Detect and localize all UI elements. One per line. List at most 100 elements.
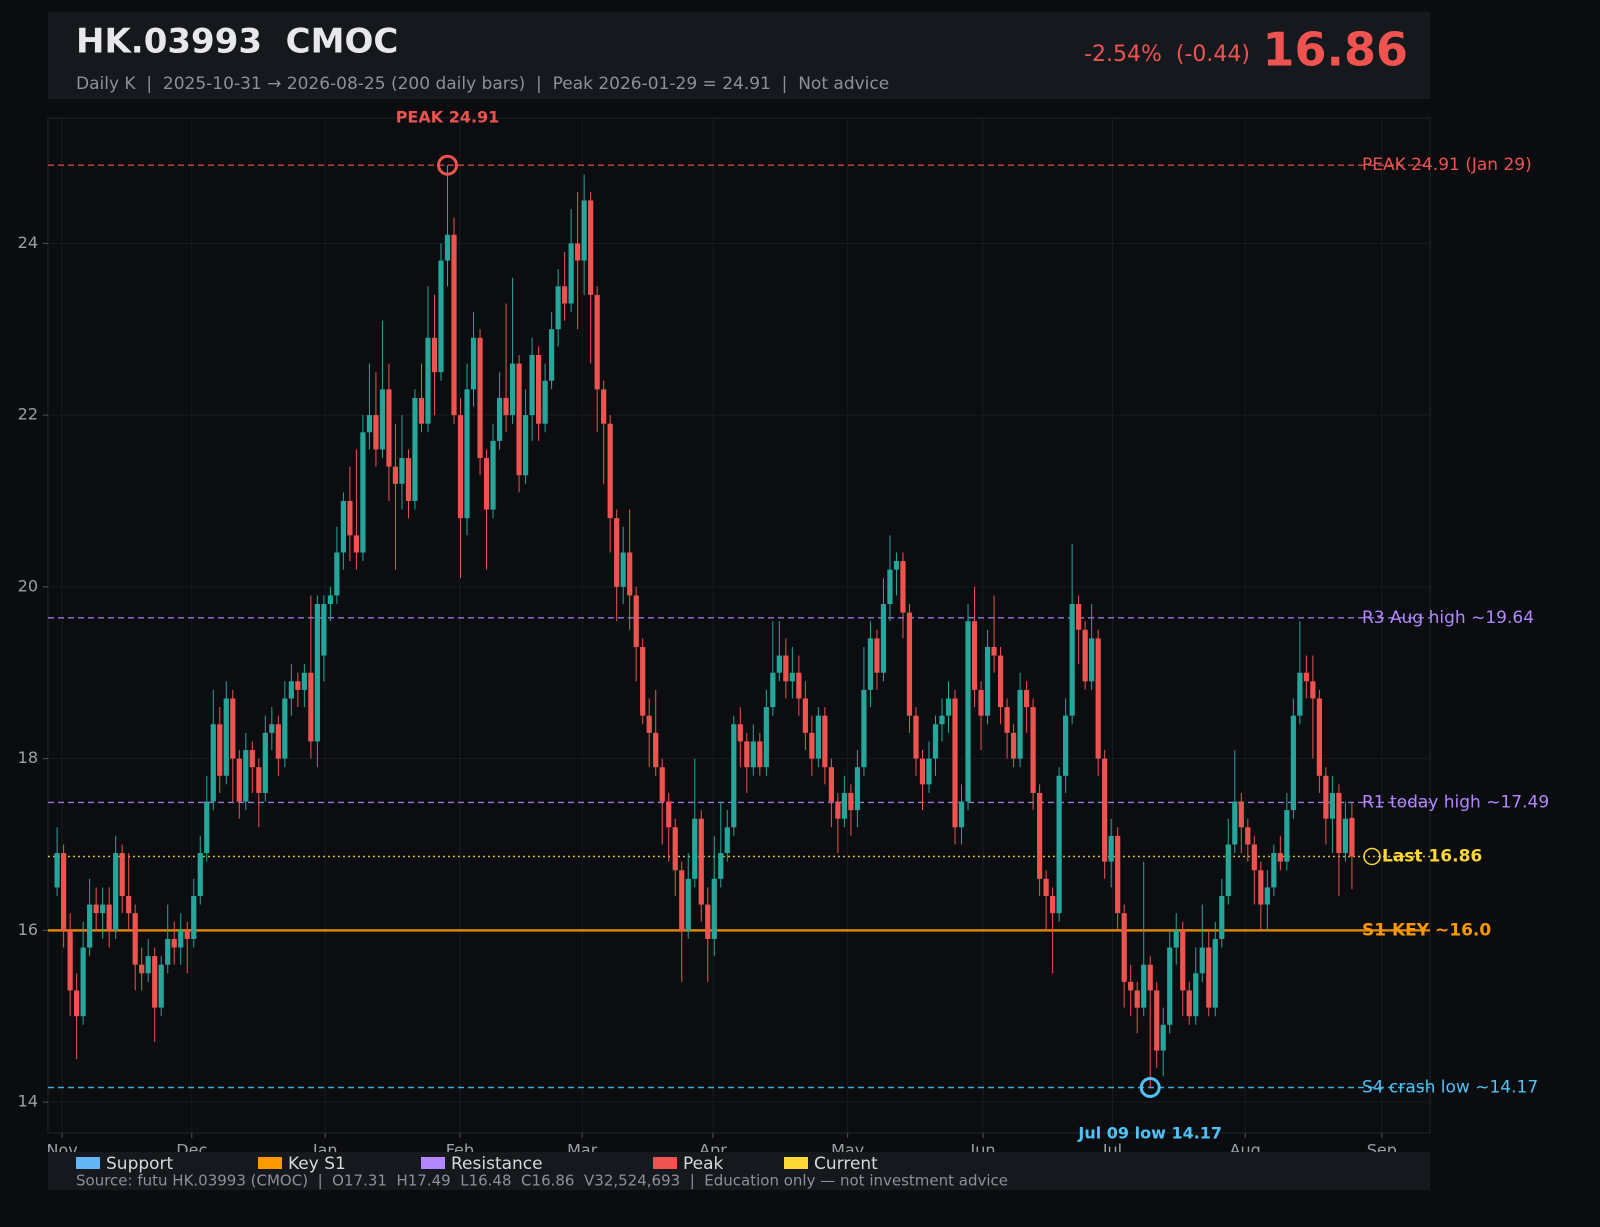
candle-body bbox=[718, 853, 724, 879]
candle-body bbox=[1342, 818, 1349, 854]
candle-body bbox=[366, 415, 373, 433]
candle-body bbox=[522, 415, 529, 476]
candle-body bbox=[145, 956, 151, 974]
candle-body bbox=[770, 672, 776, 708]
candle-body bbox=[1069, 604, 1075, 716]
candle-body bbox=[1264, 887, 1270, 905]
level-label: R1 today high ~17.49 bbox=[1362, 792, 1549, 812]
candle-body bbox=[1310, 681, 1316, 699]
candle-body bbox=[796, 672, 802, 699]
candle-body bbox=[1128, 981, 1134, 991]
candle-body bbox=[607, 423, 613, 519]
candle-body bbox=[379, 389, 386, 450]
candle-body bbox=[757, 741, 763, 768]
price-change: -2.54% (-0.44) bbox=[1084, 42, 1250, 67]
footer: Source: futu HK.03993 (CMOC) | O17.31 H1… bbox=[76, 1172, 1008, 1190]
candle-body bbox=[184, 930, 190, 939]
candle-body bbox=[210, 724, 216, 802]
candle-body bbox=[1089, 638, 1095, 682]
candle-body bbox=[126, 895, 132, 914]
annotation-marker bbox=[1139, 1076, 1161, 1098]
candle-body bbox=[171, 938, 177, 948]
candle-body bbox=[483, 458, 490, 510]
candle-body bbox=[243, 750, 249, 802]
candle-body bbox=[93, 904, 99, 914]
candle-body bbox=[1121, 913, 1127, 982]
candle-body bbox=[1056, 775, 1062, 914]
candle-body bbox=[1323, 775, 1329, 819]
candle-body bbox=[269, 724, 275, 733]
candle-body bbox=[1076, 604, 1082, 630]
candle-body bbox=[418, 397, 425, 424]
candle-body bbox=[685, 878, 691, 931]
candle-body bbox=[1245, 827, 1251, 845]
candle-body bbox=[698, 818, 704, 905]
candle-body bbox=[1043, 878, 1049, 896]
candle-body bbox=[945, 698, 952, 716]
candle-body bbox=[562, 286, 568, 304]
last-price: 16.86 bbox=[1262, 23, 1408, 77]
candle-body bbox=[295, 681, 301, 690]
candle-body bbox=[620, 552, 626, 587]
candle-body bbox=[113, 853, 119, 931]
candle-body bbox=[67, 930, 73, 991]
candle-body bbox=[952, 698, 958, 828]
y-tick-label: 22 bbox=[18, 405, 38, 424]
candle-body bbox=[1193, 973, 1199, 1017]
annotation-label: Jul 09 low 14.17 bbox=[1077, 1124, 1222, 1143]
candle-body bbox=[301, 672, 307, 690]
candle-body bbox=[412, 397, 418, 501]
y-tick-label: 24 bbox=[18, 233, 38, 252]
candle-body bbox=[919, 758, 926, 785]
candle-body bbox=[1154, 990, 1160, 1051]
level-label: PEAK 24.91 (Jan 29) bbox=[1362, 155, 1532, 175]
candle-body bbox=[1004, 707, 1010, 733]
candle-body bbox=[776, 655, 782, 673]
level-label: R3 Aug high ~19.64 bbox=[1362, 608, 1534, 628]
candle-body bbox=[900, 561, 906, 613]
candle-body bbox=[737, 724, 743, 742]
y-tick-label: 20 bbox=[18, 576, 38, 595]
candle-body bbox=[1219, 895, 1225, 939]
candle-body bbox=[191, 895, 197, 939]
candle-body bbox=[1258, 870, 1264, 905]
candle-body bbox=[581, 200, 587, 261]
candle-body bbox=[1297, 672, 1303, 716]
candle-body bbox=[1212, 938, 1218, 1008]
candle-body bbox=[399, 458, 405, 484]
legend-swatch bbox=[784, 1157, 808, 1169]
candle-body bbox=[971, 621, 978, 690]
candle-body bbox=[568, 243, 574, 304]
candle-body bbox=[477, 337, 483, 459]
candle-body bbox=[1271, 853, 1277, 888]
candle-body bbox=[347, 500, 353, 536]
candle-body bbox=[627, 552, 633, 596]
candle-body bbox=[431, 337, 438, 373]
candle-body bbox=[666, 801, 672, 828]
candle-body bbox=[106, 904, 112, 931]
candle-body bbox=[614, 518, 620, 587]
candle-body bbox=[1284, 810, 1290, 862]
candle-body bbox=[1225, 844, 1231, 896]
candle-body bbox=[887, 569, 893, 605]
candle-body bbox=[1336, 792, 1342, 854]
candle-body bbox=[750, 741, 756, 768]
annotation-marker bbox=[437, 154, 459, 176]
candle-body bbox=[529, 355, 535, 416]
candle-body bbox=[809, 732, 815, 759]
candle-body bbox=[958, 801, 965, 828]
candle-body bbox=[308, 672, 314, 742]
candle-body bbox=[880, 604, 887, 673]
candle-body bbox=[997, 655, 1004, 708]
candle-body bbox=[249, 750, 255, 768]
candle-body bbox=[1102, 758, 1108, 862]
legend-swatch bbox=[76, 1157, 100, 1169]
candle-body bbox=[1206, 947, 1212, 1008]
candle-body bbox=[601, 389, 607, 424]
candle-body bbox=[1010, 732, 1017, 759]
candle-body bbox=[327, 595, 333, 605]
candle-body bbox=[223, 698, 229, 776]
candle-body bbox=[575, 243, 581, 261]
candle-body bbox=[893, 561, 900, 570]
candle-body bbox=[594, 294, 600, 390]
